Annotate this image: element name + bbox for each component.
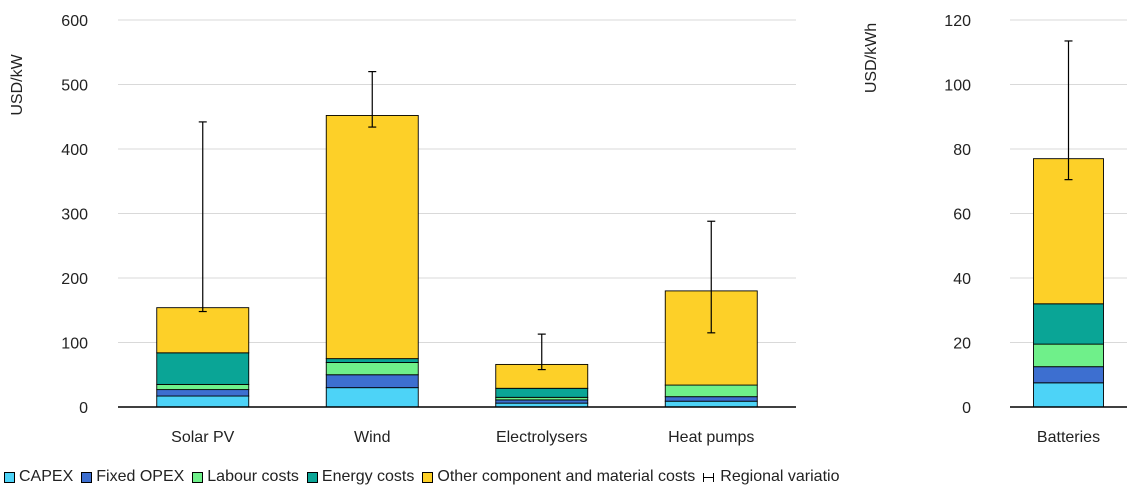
bar-segment — [1033, 366, 1104, 384]
y-tick-label: 80 — [953, 142, 971, 159]
legend-swatch — [81, 471, 93, 483]
y-tick-label: 300 — [61, 207, 88, 224]
y-tick-label: 200 — [61, 271, 88, 288]
y-tick-label: 600 — [61, 13, 88, 30]
y-tick-label: 40 — [953, 271, 971, 288]
legend-item: Other component and material costs — [422, 468, 695, 486]
bar-segment — [156, 389, 250, 397]
bar-segment — [664, 384, 758, 398]
bar-segment — [156, 307, 250, 354]
legend-item: Energy costs — [306, 468, 415, 486]
legend-label: Energy costs — [321, 468, 415, 485]
legend-label: Fixed OPEX — [96, 468, 185, 485]
legend-errorbar-icon — [703, 472, 715, 483]
bar-segment — [495, 399, 589, 404]
category-label: Solar PV — [171, 429, 234, 446]
y-tick-label: 500 — [61, 78, 88, 95]
legend-item: Regional variatio — [703, 468, 839, 486]
bar-segment — [325, 358, 419, 363]
legend-label: Regional variatio — [720, 468, 840, 485]
legend-label: CAPEX — [19, 468, 74, 485]
bar-segment — [1033, 382, 1104, 408]
category-label: Wind — [354, 429, 390, 446]
legend-item: Labour costs — [192, 468, 299, 486]
y-tick-label: 400 — [61, 142, 88, 159]
bar-segment — [156, 383, 250, 391]
y-tick-label: 60 — [953, 207, 971, 224]
bar-segment — [325, 115, 419, 360]
y-axis-label: USD/kWh — [863, 23, 880, 93]
bar-segment — [1033, 343, 1104, 368]
category-label: Electrolysers — [496, 429, 588, 446]
y-tick-label: 0 — [962, 400, 971, 417]
y-tick-label: 120 — [944, 13, 971, 30]
bar-segment — [156, 395, 250, 408]
bar-segment — [325, 362, 419, 376]
legend-swatch — [422, 471, 434, 483]
legend-item: Fixed OPEX — [81, 468, 184, 486]
y-tick-label: 0 — [79, 400, 88, 417]
y-axis-label: USD/kW — [9, 53, 26, 115]
bar-segment — [156, 352, 250, 385]
bar-segment — [325, 374, 419, 389]
bar-segment — [1033, 158, 1104, 305]
legend-item: CAPEX — [4, 468, 73, 486]
legend-swatch — [4, 471, 15, 483]
bar-segment — [1033, 303, 1104, 345]
y-tick-label: 100 — [944, 78, 971, 95]
bar-segment — [495, 387, 589, 398]
category-label: Batteries — [1037, 429, 1100, 446]
category-label: Heat pumps — [668, 429, 754, 446]
bar-segment — [664, 396, 758, 402]
legend-swatch — [192, 471, 204, 483]
legend-label: Other component and material costs — [437, 468, 696, 485]
y-tick-label: 20 — [953, 336, 971, 353]
bar-segment — [664, 400, 758, 408]
legend-swatch — [306, 471, 318, 483]
bar-segment — [325, 387, 419, 408]
legend: CAPEX Fixed OPEX Labour costs Energy costs O… — [4, 466, 847, 488]
y-tick-label: 100 — [61, 336, 88, 353]
legend-label: Labour costs — [207, 468, 299, 485]
